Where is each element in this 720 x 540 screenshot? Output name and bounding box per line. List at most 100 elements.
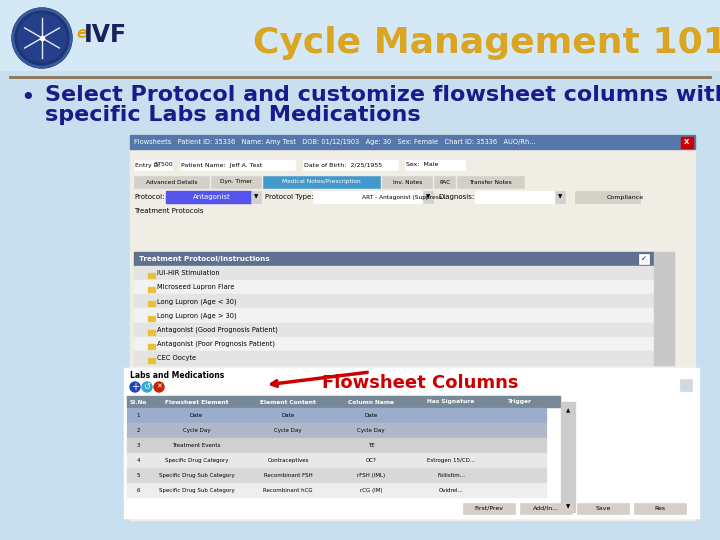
Text: Recombinant FSH: Recombinant FSH [264, 473, 312, 478]
Circle shape [12, 8, 72, 68]
Bar [134, 337, 654, 351]
Bar [0, 0, 720, 70]
Bar [520, 503, 572, 514]
Text: Labs and Medications: Labs and Medications [130, 372, 224, 381]
Bar [134, 252, 654, 266]
Text: 5: 5 [136, 473, 140, 478]
Text: First/Prev: First/Prev [474, 505, 503, 510]
Text: Patient Name:  Jeff A. Test: Patient Name: Jeff A. Test [181, 163, 262, 167]
Text: Ovidrel...: Ovidrel... [438, 488, 464, 493]
Bar [127, 423, 149, 438]
Text: 4: 4 [136, 458, 140, 463]
Text: ▼: ▼ [558, 194, 562, 199]
Bar [382, 176, 433, 188]
Text: TE: TE [368, 443, 374, 448]
Text: e: e [76, 25, 86, 40]
Text: Specific Drug Sub Category: Specific Drug Sub Category [158, 488, 235, 493]
Bar [149, 453, 244, 468]
Bar [332, 396, 410, 408]
Text: Date: Date [282, 413, 294, 418]
Bar [134, 308, 654, 322]
Bar [148, 330, 155, 335]
Bar [134, 252, 674, 365]
Bar [127, 408, 149, 423]
Bar [130, 135, 695, 149]
Text: Follistim...: Follistim... [437, 473, 465, 478]
Bar [149, 438, 244, 453]
Bar [148, 287, 155, 292]
Text: Inv. Notes: Inv. Notes [392, 179, 422, 185]
Bar [148, 273, 155, 278]
Bar [244, 483, 332, 498]
Bar [555, 191, 565, 203]
Bar [134, 294, 654, 308]
Bar [134, 322, 654, 337]
Bar [149, 483, 244, 498]
Bar [492, 468, 547, 483]
Text: Recombinant hCG: Recombinant hCG [264, 488, 312, 493]
Text: Sl.No: Sl.No [130, 400, 147, 404]
Bar [492, 483, 547, 498]
Text: Trigger: Trigger [508, 400, 531, 404]
Text: CEC Oocyte: CEC Oocyte [157, 355, 196, 361]
Bar [149, 396, 244, 408]
Bar [332, 453, 410, 468]
Text: ▼: ▼ [426, 194, 430, 199]
Bar [492, 408, 547, 423]
Text: 3: 3 [136, 443, 140, 448]
Bar [410, 453, 492, 468]
Text: Date: Date [364, 413, 377, 418]
Text: Save: Save [595, 505, 611, 510]
Bar [166, 191, 251, 203]
Text: ▲: ▲ [566, 408, 570, 414]
Text: Cycle Management 101: Cycle Management 101 [253, 26, 720, 60]
Bar [463, 503, 515, 514]
Text: Antagonist (Poor Prognosis Patient): Antagonist (Poor Prognosis Patient) [157, 341, 275, 347]
Circle shape [154, 382, 164, 392]
Bar [410, 396, 492, 408]
Bar [410, 438, 492, 453]
Text: 37500: 37500 [154, 163, 174, 167]
Bar [130, 135, 695, 520]
Bar [244, 396, 332, 408]
Bar [251, 191, 261, 203]
Bar [561, 402, 575, 512]
Bar [127, 438, 149, 453]
Bar [332, 483, 410, 498]
Text: Long Lupron (Age > 30): Long Lupron (Age > 30) [157, 312, 237, 319]
Bar [134, 266, 654, 280]
Bar [639, 254, 649, 264]
Bar [332, 408, 410, 423]
Bar [577, 503, 629, 514]
Bar [244, 408, 332, 423]
Bar [434, 176, 455, 188]
Bar [211, 176, 261, 188]
Text: •: • [21, 86, 35, 110]
Text: Treatment Events: Treatment Events [172, 443, 221, 448]
Text: Transfer Notes: Transfer Notes [469, 179, 512, 185]
Text: ▼: ▼ [566, 504, 570, 510]
Text: OC?: OC? [366, 458, 377, 463]
Bar [244, 468, 332, 483]
Text: 2: 2 [136, 428, 140, 433]
Text: IUI-HIR Stimulation: IUI-HIR Stimulation [157, 270, 220, 276]
Text: Has Signature: Has Signature [428, 400, 474, 404]
Text: Treatment Protocol/Instructions: Treatment Protocol/Instructions [139, 256, 270, 262]
Bar [125, 369, 698, 517]
Bar [410, 423, 492, 438]
Text: specific Labs and Medications: specific Labs and Medications [45, 105, 420, 125]
Text: Antagonist: Antagonist [193, 194, 230, 200]
Bar [303, 160, 398, 170]
Text: Cycle Day: Cycle Day [274, 428, 302, 433]
Bar [134, 280, 654, 294]
Bar [492, 453, 547, 468]
Text: Estrogen 15/CD...: Estrogen 15/CD... [427, 458, 475, 463]
Text: Sex:  Male: Sex: Male [406, 163, 438, 167]
Bar [332, 468, 410, 483]
Text: Flowsheet Element: Flowsheet Element [165, 400, 228, 404]
Text: +: + [131, 382, 139, 392]
Text: Contraceptives: Contraceptives [267, 458, 309, 463]
Text: rFSH (IML): rFSH (IML) [357, 473, 385, 478]
Text: IVF: IVF [84, 23, 127, 47]
Text: Element Content: Element Content [260, 400, 316, 404]
